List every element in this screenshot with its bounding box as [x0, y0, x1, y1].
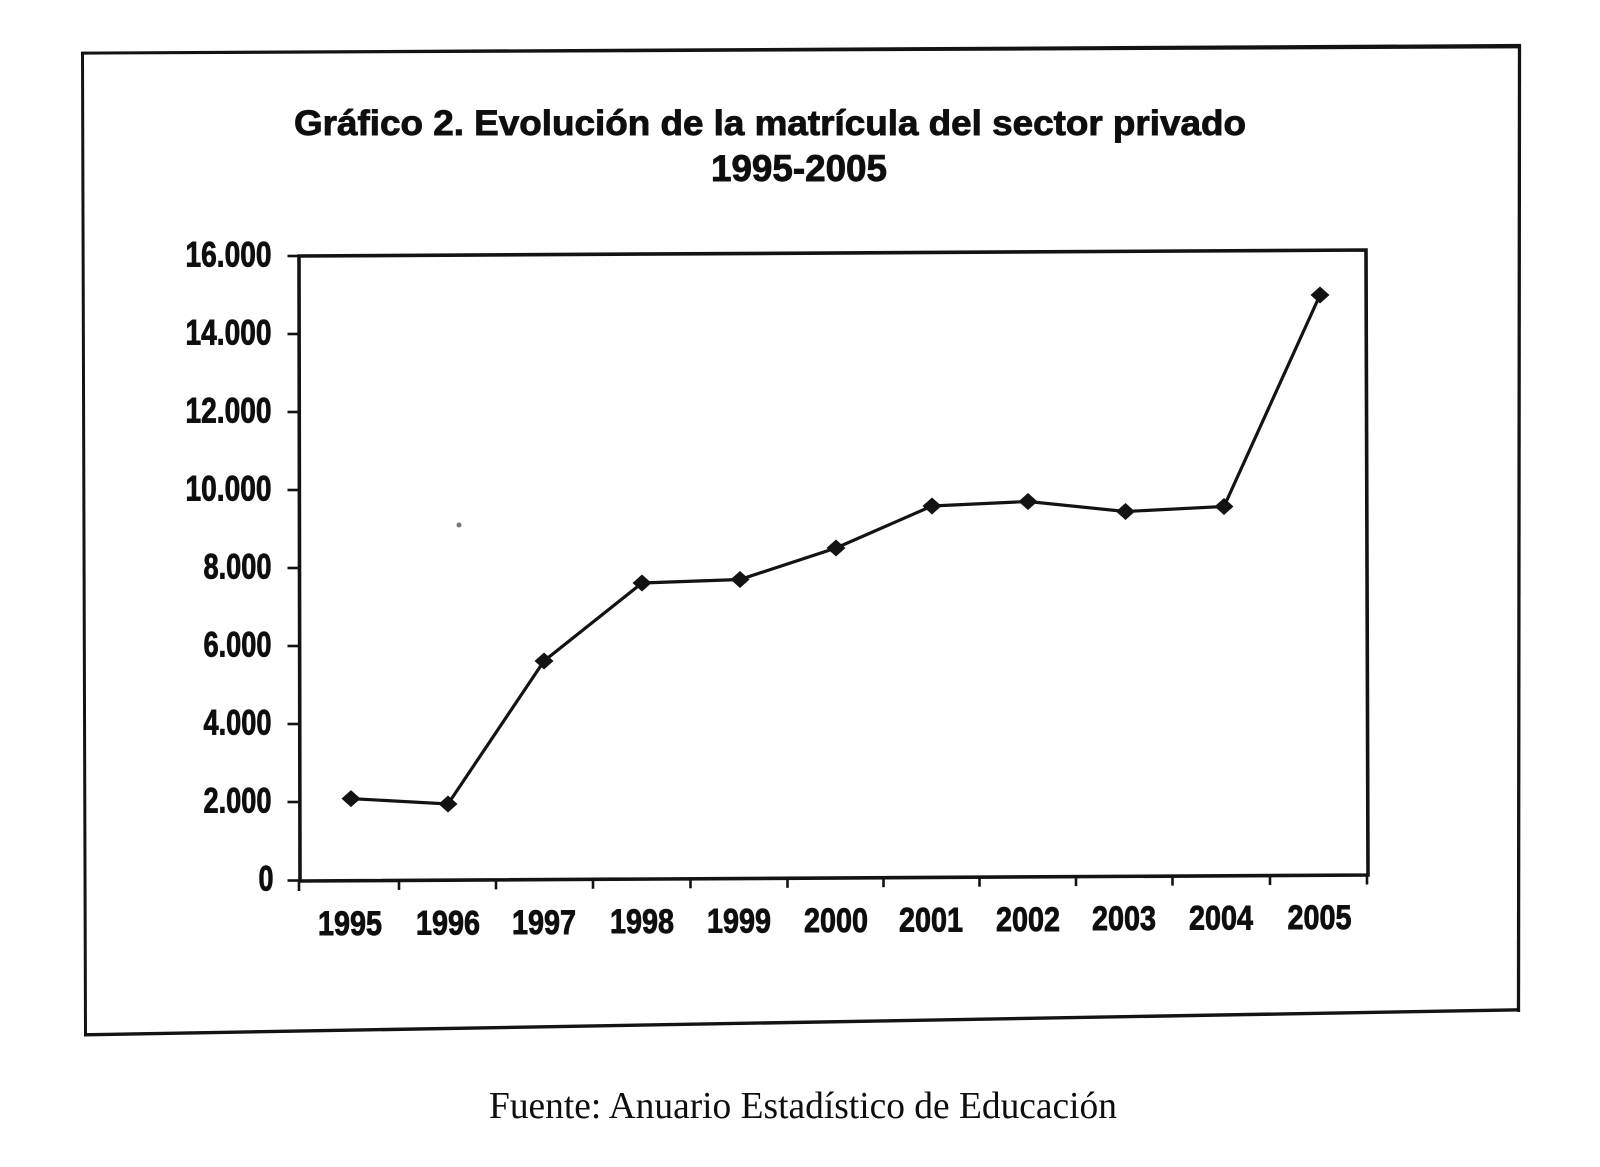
svg-text:10.000: 10.000 — [186, 470, 272, 509]
svg-text:1996: 1996 — [416, 904, 480, 942]
svg-text:1995: 1995 — [318, 905, 382, 943]
svg-text:Fuente: Anuario Estadístico de: Fuente: Anuario Estadístico de Educación — [489, 1085, 1117, 1127]
svg-text:6.000: 6.000 — [204, 626, 272, 665]
svg-text:2005: 2005 — [1288, 899, 1352, 937]
svg-text:2.000: 2.000 — [204, 782, 272, 821]
svg-text:2000: 2000 — [804, 902, 868, 940]
svg-text:2002: 2002 — [996, 901, 1060, 939]
svg-text:1999: 1999 — [707, 903, 771, 941]
svg-text:Gráfico 2. Evolución de la mat: Gráfico 2. Evolución de la matrícula del… — [294, 104, 1246, 143]
svg-text:1997: 1997 — [512, 904, 576, 942]
svg-text:2003: 2003 — [1092, 900, 1156, 938]
svg-text:2004: 2004 — [1189, 900, 1253, 938]
svg-text:16.000: 16.000 — [186, 236, 272, 275]
svg-text:12.000: 12.000 — [186, 392, 272, 431]
svg-text:1998: 1998 — [610, 903, 674, 941]
svg-text:2001: 2001 — [899, 901, 963, 939]
svg-text:8.000: 8.000 — [204, 548, 272, 587]
svg-text:4.000: 4.000 — [204, 704, 272, 743]
svg-text:14.000: 14.000 — [186, 314, 272, 353]
svg-text:1995-2005: 1995-2005 — [711, 148, 887, 189]
svg-text:0: 0 — [259, 860, 274, 899]
